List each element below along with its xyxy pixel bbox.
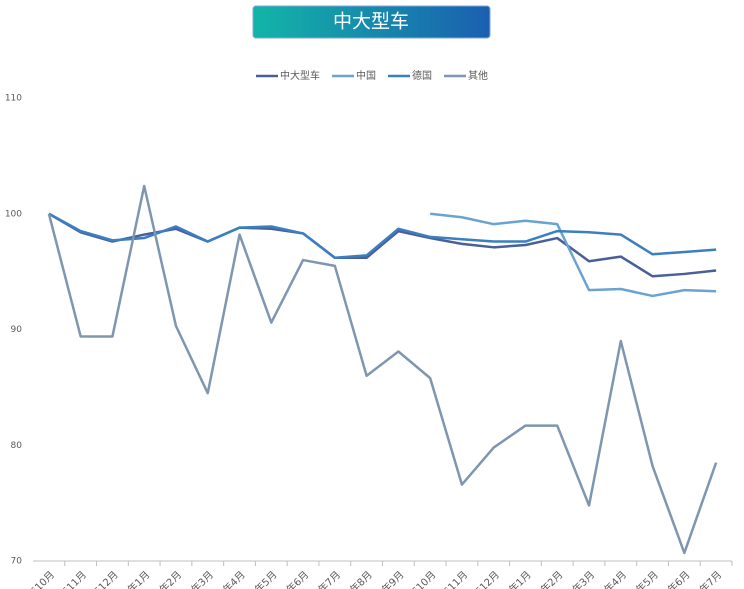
y-tick-label: 90 xyxy=(11,325,23,335)
x-tick-label: 年6月 xyxy=(665,568,693,589)
legend-label: 中大型车 xyxy=(280,69,320,82)
x-tick-label: 年11月 xyxy=(438,568,470,589)
x-tick-label: 年5月 xyxy=(633,568,661,589)
x-tick-label: 年9月 xyxy=(379,568,407,589)
x-tick-label: 年3月 xyxy=(569,568,597,589)
series-line xyxy=(430,212,717,298)
legend: 中大型车 中国 德国 其他 xyxy=(256,69,488,82)
series-line xyxy=(48,212,717,259)
y-tick-label: 110 xyxy=(5,94,22,104)
x-tick-label: 年10月 xyxy=(25,568,57,589)
x-tick-label: 年7月 xyxy=(315,568,343,589)
chart-title: 中大型车 xyxy=(333,11,409,33)
x-tick-label: 年4月 xyxy=(601,568,629,589)
y-tick-label: 80 xyxy=(11,441,23,451)
x-tick-label: 年12月 xyxy=(470,568,502,589)
x-tick-label: 年7月 xyxy=(697,568,725,589)
x-tick-label: 年5月 xyxy=(252,568,280,589)
legend-label: 其他 xyxy=(468,69,488,82)
legend-label: 德国 xyxy=(412,69,432,82)
x-tick-label: 年1月 xyxy=(125,568,153,589)
x-tick-label: 年2月 xyxy=(538,568,566,589)
title-banner xyxy=(252,5,491,39)
y-tick-label: 100 xyxy=(5,209,22,219)
x-tick-label: 年10月 xyxy=(406,568,438,589)
x-tick-label: 年8月 xyxy=(347,568,375,589)
x-tick-label: 年4月 xyxy=(220,568,248,589)
series-line xyxy=(48,212,717,278)
x-tick-label: 年3月 xyxy=(188,568,216,589)
x-tick-label: 年6月 xyxy=(283,568,311,589)
legend-label: 中国 xyxy=(356,69,376,82)
x-tick-label: 年12月 xyxy=(88,568,120,589)
x-tick-label: 年1月 xyxy=(506,568,534,589)
x-tick-label: 年2月 xyxy=(156,568,184,589)
y-tick-label: 70 xyxy=(11,557,23,567)
series-line xyxy=(47,184,718,555)
x-tick-label: 年11月 xyxy=(57,568,89,589)
